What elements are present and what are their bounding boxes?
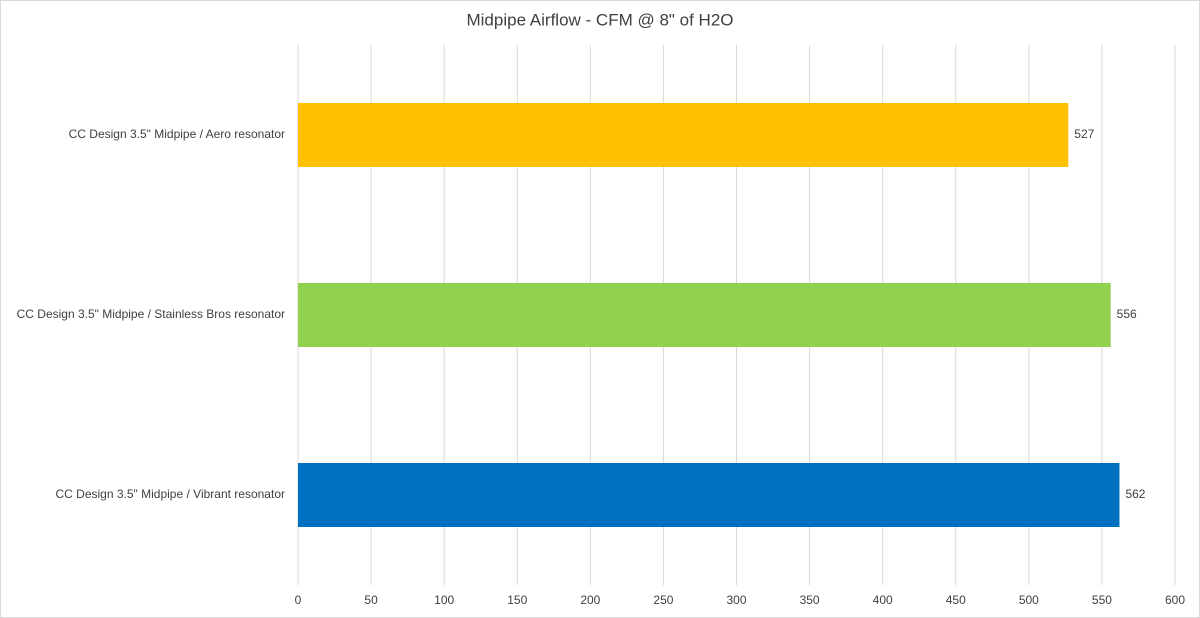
x-tick-label: 200 xyxy=(580,593,600,607)
x-tick-label: 150 xyxy=(507,593,527,607)
x-tick-label: 100 xyxy=(434,593,454,607)
x-tick-label: 500 xyxy=(1019,593,1039,607)
y-tick-label: CC Design 3.5" Midpipe / Stainless Bros … xyxy=(17,307,285,321)
chart-title: Midpipe Airflow - CFM @ 8" of H2O xyxy=(466,10,733,29)
x-tick-label: 350 xyxy=(800,593,820,607)
x-tick-label: 600 xyxy=(1165,593,1185,607)
value-label: 562 xyxy=(1125,487,1145,501)
y-tick-label: CC Design 3.5" Midpipe / Aero resonator xyxy=(69,127,285,141)
value-label: 556 xyxy=(1117,307,1137,321)
x-tick-label: 50 xyxy=(364,593,378,607)
bar xyxy=(298,103,1069,167)
x-tick-label: 300 xyxy=(726,593,746,607)
bar xyxy=(298,283,1111,347)
bar xyxy=(298,463,1120,527)
x-tick-label: 450 xyxy=(946,593,966,607)
x-tick-label: 550 xyxy=(1092,593,1112,607)
value-label: 527 xyxy=(1074,127,1094,141)
y-tick-label: CC Design 3.5" Midpipe / Vibrant resonat… xyxy=(56,487,286,501)
x-tick-label: 400 xyxy=(873,593,893,607)
x-tick-label: 250 xyxy=(653,593,673,607)
x-tick-label: 0 xyxy=(295,593,302,607)
